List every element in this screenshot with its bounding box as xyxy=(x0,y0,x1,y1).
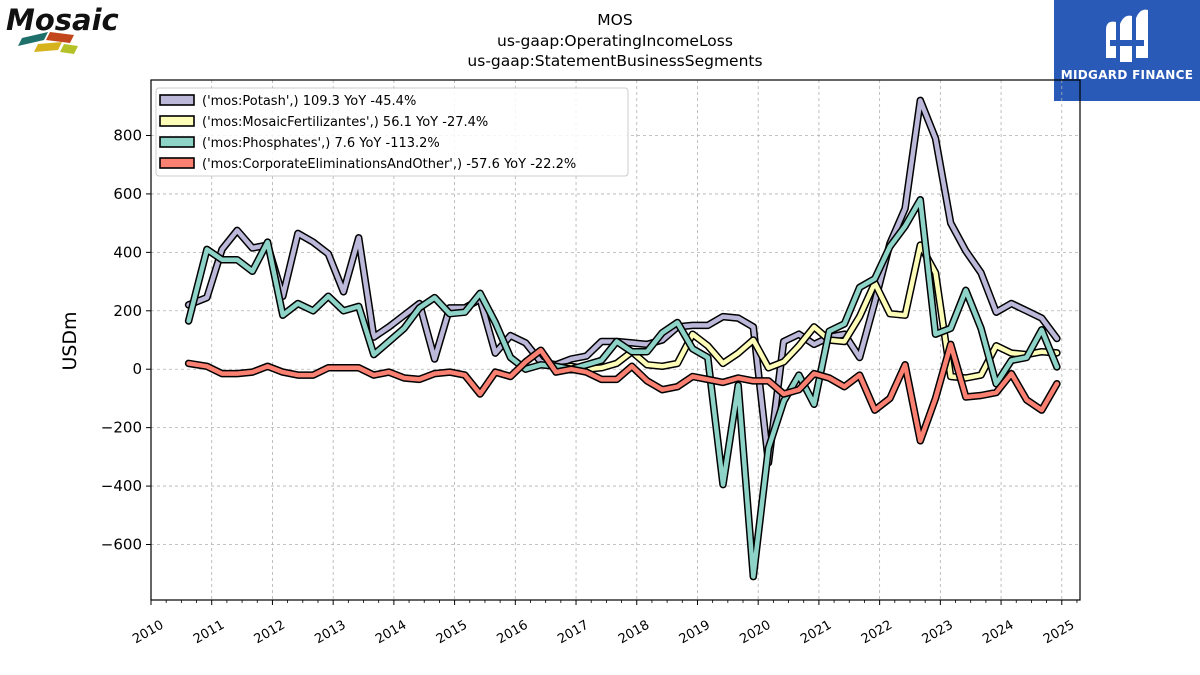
x-tick-label: 2025 xyxy=(1041,618,1077,648)
series-line xyxy=(186,342,1060,444)
x-tick-label: 2011 xyxy=(191,618,227,648)
brand-name: MIDGARD FINANCE xyxy=(1060,68,1194,82)
midgard-emblem-icon xyxy=(1106,9,1148,62)
legend-entry: ('mos:CorporateEliminationsAndOther',) -… xyxy=(202,157,576,172)
x-tick-label: 2012 xyxy=(252,618,288,648)
y-tick-label: 800 xyxy=(113,127,142,145)
chart-title: MOS xyxy=(597,11,633,29)
y-tick-label: −400 xyxy=(101,477,142,495)
legend-swatch xyxy=(159,157,195,169)
x-tick-label: 2021 xyxy=(798,618,834,648)
y-tick-label: 200 xyxy=(113,302,142,320)
series-line-outline xyxy=(552,241,1061,382)
x-tick-label: 2023 xyxy=(920,618,956,648)
chart-subtitle-metric: us-gaap:OperatingIncomeLoss xyxy=(497,32,733,50)
y-tick-label: 600 xyxy=(113,185,142,203)
legend-entry: ('mos:MosaicFertilizantes',) 56.1 YoY -2… xyxy=(202,115,488,130)
x-tick-label: 2014 xyxy=(373,618,409,648)
mosaic-logo-text: Mosaic xyxy=(6,3,119,37)
midgard-finance-logo: MIDGARD FINANCE xyxy=(1054,0,1200,101)
legend-swatch xyxy=(159,115,195,127)
x-tick-label: 2017 xyxy=(555,618,591,648)
x-tick-label: 2020 xyxy=(737,618,773,648)
y-tick-label: 400 xyxy=(113,243,142,261)
legend-swatch xyxy=(159,94,195,106)
y-tick-label: 0 xyxy=(132,360,142,378)
y-axis-label: USDm xyxy=(59,311,81,370)
x-tick-label: 2022 xyxy=(859,618,895,648)
series-lines xyxy=(184,96,1061,581)
x-tick-label: 2013 xyxy=(312,618,348,648)
x-tick-label: 2016 xyxy=(495,618,531,648)
chart-subtitle-segments: us-gaap:StatementBusinessSegments xyxy=(467,52,763,70)
x-tick-label: 2019 xyxy=(677,618,713,648)
legend-swatch xyxy=(159,136,195,148)
mosaic-logo: Mosaic xyxy=(4,2,129,62)
legend-box xyxy=(155,87,629,177)
series-line xyxy=(186,197,1060,579)
legend-entry: ('mos:Phosphates',) 7.6 YoY -113.2% xyxy=(202,136,440,151)
legend-entry: ('mos:Potash',) 109.3 YoY -45.4% xyxy=(202,94,416,109)
x-tick-label: 2010 xyxy=(130,618,166,648)
legend: ('mos:Potash',) 109.3 YoY -45.4% ('mos:Mo… xyxy=(155,87,629,177)
y-tick-label: −200 xyxy=(101,419,142,437)
x-tick-label: 2018 xyxy=(616,618,652,648)
axes: −600 −400 −200 0 200 400 600 800 2010 2011 2012 201… xyxy=(101,127,1078,648)
y-tick-label: −600 xyxy=(101,535,142,553)
series-line xyxy=(553,242,1060,381)
x-tick-label: 2024 xyxy=(980,618,1016,648)
x-tick-label: 2015 xyxy=(434,618,470,648)
plot-frame xyxy=(150,79,1081,601)
